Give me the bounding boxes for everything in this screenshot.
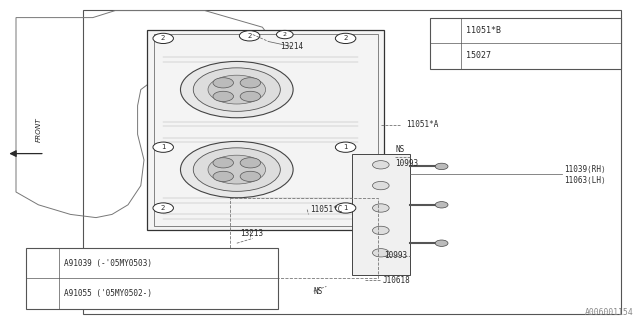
Text: 3: 3 [40, 274, 45, 283]
Text: 1: 1 [161, 144, 166, 150]
Circle shape [372, 181, 389, 190]
Text: 13214: 13214 [280, 42, 303, 51]
Circle shape [435, 202, 448, 208]
Circle shape [153, 33, 173, 44]
Circle shape [240, 171, 260, 181]
Bar [154, 34, 378, 226]
Circle shape [372, 161, 389, 169]
Circle shape [213, 158, 234, 168]
Text: 11063⟨LH⟩: 11063⟨LH⟩ [564, 176, 606, 185]
Circle shape [213, 78, 234, 88]
Circle shape [372, 226, 389, 235]
Circle shape [193, 68, 280, 111]
Text: 2: 2 [248, 33, 252, 39]
Text: 11039⟨RH⟩: 11039⟨RH⟩ [564, 165, 606, 174]
Text: 1: 1 [343, 144, 348, 150]
Text: J10618: J10618 [383, 276, 410, 285]
Circle shape [213, 91, 234, 101]
Text: 1: 1 [343, 205, 348, 211]
Circle shape [335, 33, 356, 44]
Circle shape [153, 142, 173, 152]
Circle shape [153, 203, 173, 213]
Circle shape [240, 158, 260, 168]
Bar [83, 10, 621, 314]
Circle shape [335, 203, 356, 213]
Circle shape [193, 148, 280, 191]
Circle shape [208, 155, 266, 184]
Text: 2: 2 [161, 36, 165, 41]
Circle shape [239, 31, 260, 41]
Text: A91039 (-'05MY0503): A91039 (-'05MY0503) [64, 259, 152, 268]
Text: A91055 ('05MY0502-): A91055 ('05MY0502-) [64, 289, 152, 298]
Text: 2: 2 [161, 205, 165, 211]
Circle shape [213, 171, 234, 181]
Text: FRONT: FRONT [35, 117, 42, 142]
Circle shape [180, 61, 293, 118]
Circle shape [29, 272, 55, 285]
Circle shape [435, 51, 456, 61]
Text: 13213: 13213 [240, 229, 263, 238]
Text: NS: NS [396, 145, 404, 154]
Circle shape [208, 75, 266, 104]
Circle shape [372, 249, 389, 257]
Text: 11051*A: 11051*A [406, 120, 439, 129]
Text: 10993: 10993 [396, 159, 419, 168]
Text: 11051*B: 11051*B [466, 26, 501, 35]
Text: 2: 2 [344, 36, 348, 41]
Circle shape [276, 30, 293, 39]
Text: 15027: 15027 [466, 52, 491, 60]
Bar [352, 154, 410, 275]
Circle shape [335, 142, 356, 152]
Circle shape [435, 163, 448, 170]
Circle shape [372, 204, 389, 212]
Circle shape [435, 25, 456, 36]
Circle shape [240, 91, 260, 101]
Text: 2: 2 [283, 32, 287, 37]
Bar [26, 248, 278, 309]
Bar [230, 198, 378, 278]
Bar [147, 30, 384, 230]
Text: 1: 1 [443, 28, 448, 33]
Text: 10993: 10993 [384, 252, 407, 260]
Text: NS: NS [314, 287, 323, 296]
Circle shape [435, 240, 448, 246]
Bar [430, 18, 621, 69]
Text: A006001154: A006001154 [585, 308, 634, 317]
Circle shape [180, 141, 293, 198]
Circle shape [240, 78, 260, 88]
Text: 2: 2 [444, 53, 447, 59]
Text: 11051*C: 11051*C [310, 205, 343, 214]
